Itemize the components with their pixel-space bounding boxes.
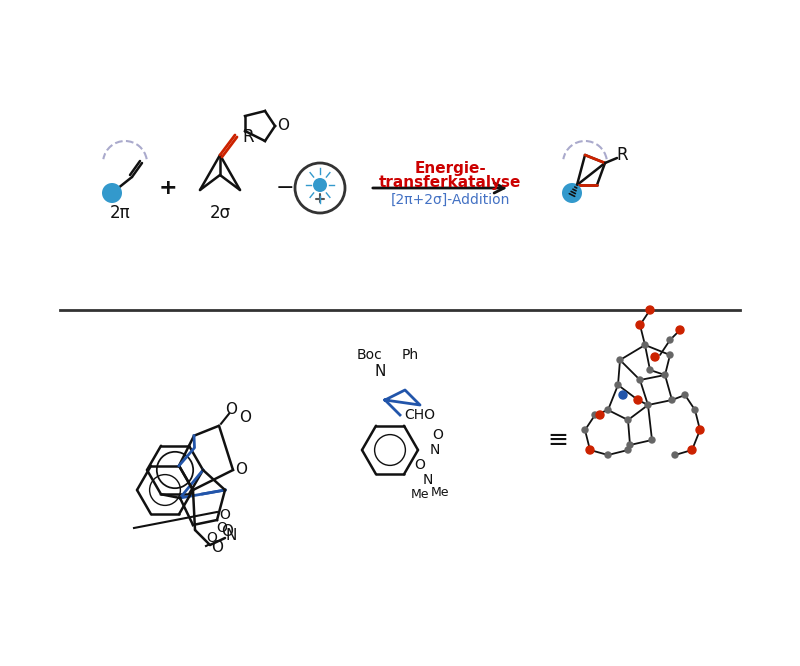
Circle shape xyxy=(688,446,696,454)
Circle shape xyxy=(634,396,642,404)
Text: O: O xyxy=(211,541,223,555)
Text: O: O xyxy=(235,462,247,478)
Circle shape xyxy=(592,412,598,418)
Text: +: + xyxy=(158,178,178,198)
Text: Boc: Boc xyxy=(357,348,383,362)
Text: transferkatalyse: transferkatalyse xyxy=(379,174,521,190)
Text: R: R xyxy=(616,146,628,164)
Circle shape xyxy=(605,452,611,458)
Text: N: N xyxy=(423,473,433,487)
Text: −: − xyxy=(276,178,294,198)
Text: Ph: Ph xyxy=(402,348,418,362)
Circle shape xyxy=(627,442,633,448)
Text: O: O xyxy=(206,531,218,545)
Circle shape xyxy=(676,326,684,334)
Text: O: O xyxy=(414,458,426,472)
Text: Energie-: Energie- xyxy=(414,161,486,176)
Text: 2π: 2π xyxy=(110,204,130,222)
Circle shape xyxy=(642,342,648,348)
Circle shape xyxy=(667,337,673,343)
Circle shape xyxy=(696,426,704,434)
Circle shape xyxy=(625,417,631,423)
Text: O: O xyxy=(225,402,237,418)
Text: O: O xyxy=(277,119,289,133)
Circle shape xyxy=(692,407,698,413)
Text: N: N xyxy=(374,364,386,380)
Circle shape xyxy=(651,353,659,361)
Circle shape xyxy=(313,178,327,192)
Circle shape xyxy=(619,391,627,399)
Text: O: O xyxy=(433,428,443,442)
Circle shape xyxy=(636,321,644,329)
Text: ≡: ≡ xyxy=(547,428,569,452)
Text: Me: Me xyxy=(410,488,430,501)
Circle shape xyxy=(672,452,678,458)
Text: O: O xyxy=(221,525,233,539)
Circle shape xyxy=(582,427,588,433)
Circle shape xyxy=(647,367,653,373)
Circle shape xyxy=(662,372,668,378)
Text: CHO: CHO xyxy=(405,408,435,422)
Circle shape xyxy=(596,411,604,419)
Text: R: R xyxy=(242,128,254,146)
Text: [2π+2σ]-Addition: [2π+2σ]-Addition xyxy=(390,193,510,207)
Circle shape xyxy=(667,352,673,358)
Text: N: N xyxy=(226,527,237,543)
Circle shape xyxy=(615,382,621,388)
Text: Me: Me xyxy=(430,486,450,498)
Circle shape xyxy=(646,306,654,314)
Circle shape xyxy=(645,402,651,408)
Circle shape xyxy=(617,357,623,363)
Circle shape xyxy=(649,437,655,443)
Circle shape xyxy=(682,392,688,398)
Circle shape xyxy=(586,446,594,454)
Circle shape xyxy=(605,407,611,413)
Circle shape xyxy=(669,397,675,403)
Text: O: O xyxy=(219,508,230,522)
Circle shape xyxy=(102,183,122,203)
Text: N: N xyxy=(430,443,440,457)
Circle shape xyxy=(637,377,643,383)
Text: O: O xyxy=(239,410,251,426)
Circle shape xyxy=(625,447,631,453)
Circle shape xyxy=(562,183,582,203)
Text: O: O xyxy=(217,521,227,535)
Text: 2σ: 2σ xyxy=(210,204,230,222)
